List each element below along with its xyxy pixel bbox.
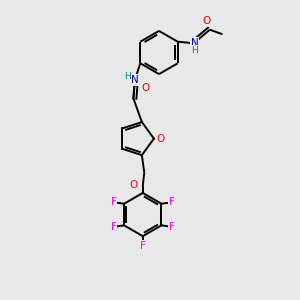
Text: O: O — [142, 82, 150, 93]
Text: H: H — [124, 72, 131, 81]
Text: H: H — [191, 46, 198, 55]
Text: F: F — [111, 222, 116, 232]
Text: N: N — [131, 75, 139, 85]
Text: N: N — [190, 38, 198, 48]
Text: O: O — [203, 16, 211, 26]
Text: F: F — [140, 241, 146, 251]
Text: F: F — [169, 222, 175, 232]
Text: F: F — [169, 197, 175, 207]
Text: F: F — [111, 197, 116, 207]
Text: O: O — [130, 179, 138, 190]
Text: O: O — [156, 134, 165, 144]
